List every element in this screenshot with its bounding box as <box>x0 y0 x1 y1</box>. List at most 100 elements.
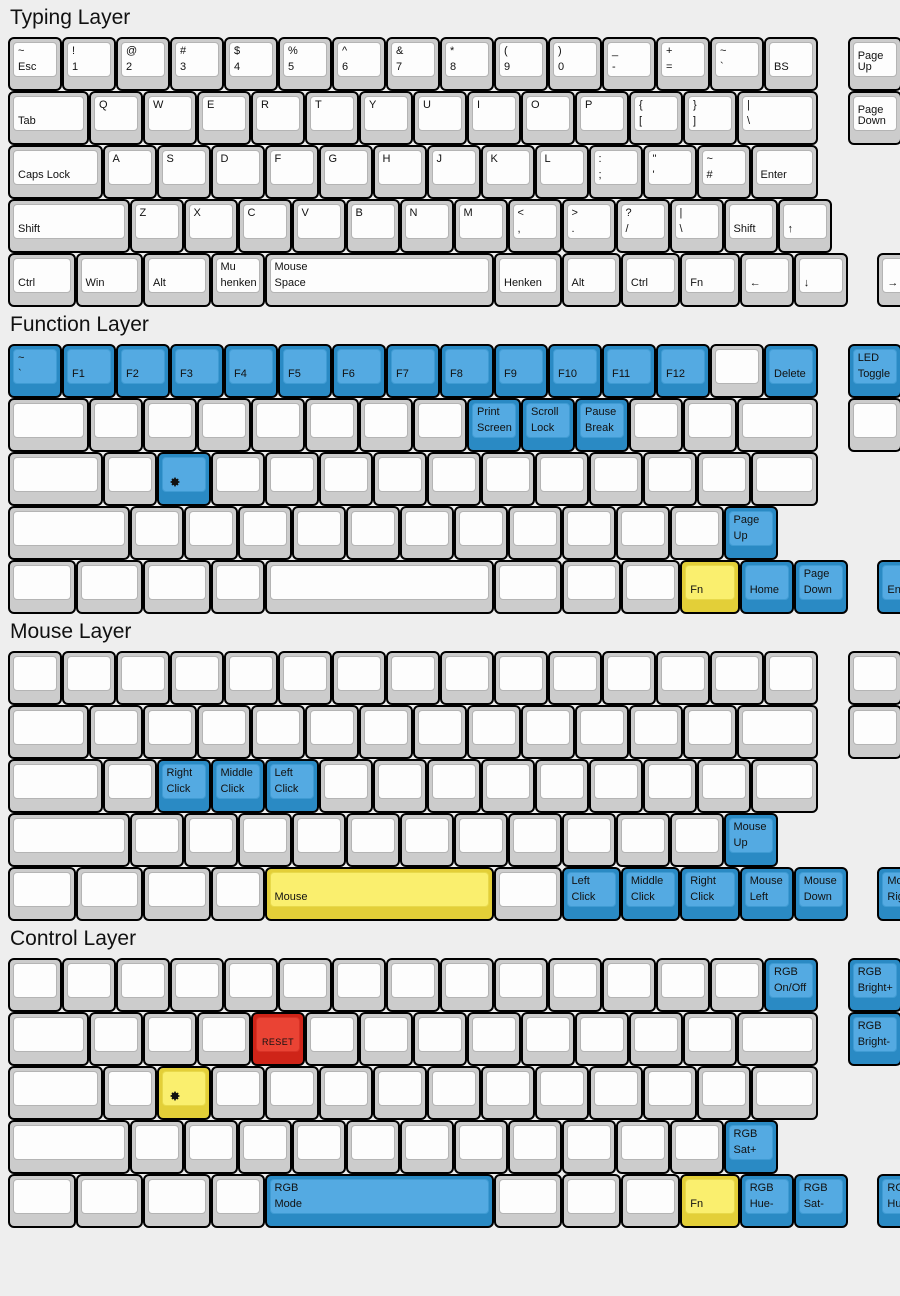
key-blank[interactable] <box>588 759 643 814</box>
key-blank[interactable] <box>615 506 670 561</box>
key-blank[interactable] <box>291 506 346 561</box>
key-f7[interactable]: F7 <box>386 344 440 399</box>
key-blank[interactable] <box>534 1066 589 1121</box>
key-blank[interactable] <box>696 759 751 814</box>
key-blank[interactable] <box>116 651 170 706</box>
key-down[interactable]: Mouse Down <box>793 867 848 922</box>
key-blank[interactable] <box>75 867 143 922</box>
key-blank[interactable]: ↓ <box>793 253 848 308</box>
key-blank[interactable] <box>737 398 818 453</box>
key-blank[interactable] <box>764 651 818 706</box>
key-f2[interactable]: F2 <box>116 344 170 399</box>
key-blank[interactable] <box>480 759 535 814</box>
key-4[interactable]: $4 <box>224 37 278 92</box>
key-w[interactable]: W <box>143 91 197 146</box>
key-f12[interactable]: F12 <box>656 344 710 399</box>
key-sat[interactable]: RGB Sat- <box>793 1174 848 1229</box>
key-0[interactable]: ) 0 <box>548 37 602 92</box>
key-blank[interactable] <box>183 1120 238 1175</box>
key-blank[interactable] <box>278 958 332 1013</box>
key-blank[interactable] <box>507 813 562 868</box>
key-blank[interactable] <box>170 651 224 706</box>
key-blank[interactable] <box>143 1012 197 1067</box>
key-n[interactable]: N <box>399 199 454 254</box>
key-blank[interactable] <box>480 1066 535 1121</box>
key-blank[interactable] <box>696 1066 751 1121</box>
key-blank[interactable] <box>629 705 683 760</box>
key-alt[interactable]: Alt <box>561 253 621 308</box>
key-up[interactable]: Mouse Up <box>723 813 778 868</box>
key-blank[interactable] <box>467 705 521 760</box>
key-blank[interactable]: <, <box>507 199 562 254</box>
key-sat[interactable]: RGB Sat+ <box>723 1120 778 1175</box>
key-esc[interactable]: ~ Esc <box>8 37 62 92</box>
key-blank[interactable] <box>345 506 400 561</box>
key-blank[interactable] <box>237 1120 292 1175</box>
key-fn[interactable]: Fn <box>680 253 740 308</box>
key-blank[interactable] <box>264 452 319 507</box>
key-f9[interactable]: F9 <box>494 344 548 399</box>
key-blank[interactable] <box>116 958 170 1013</box>
key-blank[interactable]: ~ # <box>696 145 751 200</box>
key-blank[interactable] <box>669 1120 724 1175</box>
key-blank[interactable] <box>89 705 143 760</box>
key-blank[interactable] <box>143 867 211 922</box>
key-h[interactable]: H <box>372 145 427 200</box>
key-z[interactable]: Z <box>129 199 184 254</box>
key-l[interactable]: L <box>534 145 589 200</box>
key-blank[interactable] <box>737 705 818 760</box>
key-blank[interactable] <box>847 705 900 760</box>
key-blank[interactable] <box>8 1174 76 1229</box>
key-k[interactable]: K <box>480 145 535 200</box>
key-bs[interactable]: BS <box>764 37 818 92</box>
key-blank[interactable] <box>615 813 670 868</box>
key-blank[interactable] <box>305 705 359 760</box>
key-blank[interactable] <box>669 506 724 561</box>
key-blank[interactable] <box>629 1012 683 1067</box>
key-lock[interactable]: Scroll Lock <box>521 398 575 453</box>
key-blank[interactable] <box>426 452 481 507</box>
key-o[interactable]: O <box>521 91 575 146</box>
key-toggle[interactable]: LED Toggle <box>847 344 900 399</box>
key-blank[interactable]: ↑ <box>777 199 832 254</box>
key-space[interactable]: Mouse Space <box>264 253 494 308</box>
key-blank[interactable] <box>602 958 656 1013</box>
key-f[interactable]: F <box>264 145 319 200</box>
key-down[interactable]: Page Down <box>793 560 848 615</box>
key-f5[interactable]: F5 <box>278 344 332 399</box>
key-blank[interactable] <box>183 506 238 561</box>
key-blank[interactable] <box>251 705 305 760</box>
key-blank[interactable]: " ' <box>642 145 697 200</box>
key-f1[interactable]: F1 <box>62 344 116 399</box>
key-blank[interactable] <box>534 759 589 814</box>
key-gear-icon[interactable] <box>156 452 211 507</box>
key-blank[interactable] <box>75 1174 143 1229</box>
key-blank[interactable] <box>399 1120 454 1175</box>
key-s[interactable]: S <box>156 145 211 200</box>
key-c[interactable]: C <box>237 199 292 254</box>
key-blank[interactable] <box>548 958 602 1013</box>
key-blank[interactable] <box>372 1066 427 1121</box>
key-blank[interactable] <box>89 398 143 453</box>
key-blank[interactable] <box>453 1120 508 1175</box>
key-blank[interactable] <box>494 958 548 1013</box>
key-blank[interactable] <box>210 452 265 507</box>
key-fn[interactable]: Fn <box>680 1174 740 1229</box>
key-blank[interactable] <box>683 1012 737 1067</box>
key-blank[interactable] <box>750 1066 818 1121</box>
key-blank[interactable] <box>453 506 508 561</box>
key-blank[interactable]: {[ <box>629 91 683 146</box>
key-delete[interactable]: Delete <box>764 344 818 399</box>
key-blank[interactable] <box>210 560 265 615</box>
key-blank[interactable] <box>588 1066 643 1121</box>
key-blank[interactable] <box>102 452 157 507</box>
key-blank[interactable] <box>494 651 548 706</box>
key-blank[interactable] <box>426 1066 481 1121</box>
key-win[interactable]: Win <box>75 253 143 308</box>
key-a[interactable]: A <box>102 145 157 200</box>
key-blank[interactable] <box>8 1066 103 1121</box>
key-blank[interactable] <box>847 651 900 706</box>
key-blank[interactable] <box>521 705 575 760</box>
key-left[interactable]: Mouse Left <box>739 867 794 922</box>
key-blank[interactable]: + = <box>656 37 710 92</box>
